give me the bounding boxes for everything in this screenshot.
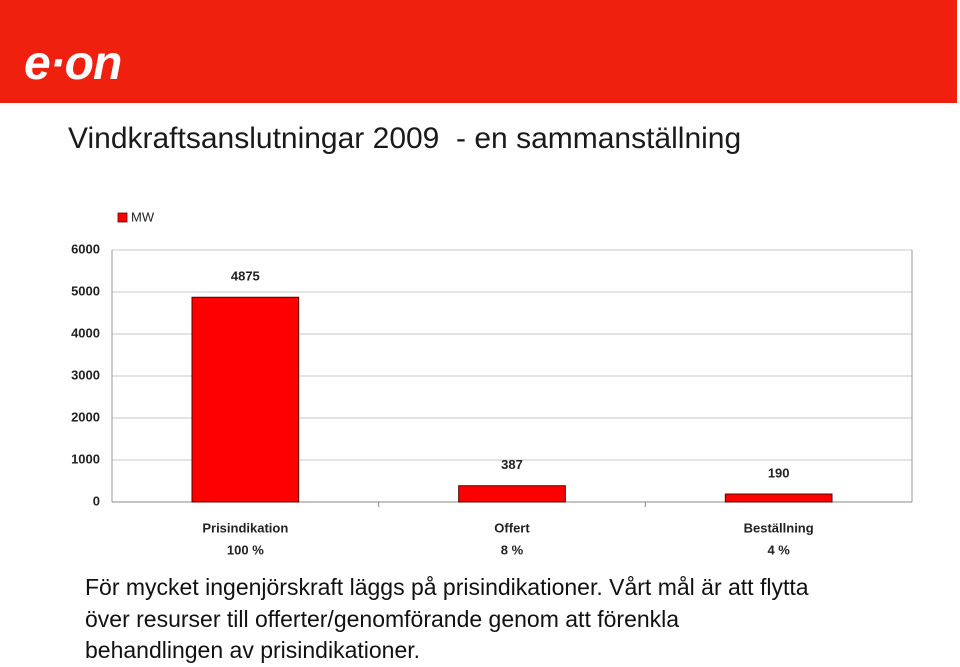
logo: e·on xyxy=(24,37,122,90)
y-tick-label: 0 xyxy=(93,493,100,508)
legend-swatch xyxy=(117,212,128,223)
bar xyxy=(724,493,833,503)
body-line: För mycket ingenjörskraft läggs på prisi… xyxy=(85,574,809,600)
x-tick-note: 8 % xyxy=(501,542,524,557)
x-tick-label: Prisindikation xyxy=(202,520,288,535)
y-tick-label: 1000 xyxy=(71,451,100,466)
y-tick-label: 5000 xyxy=(71,283,100,298)
y-tick-label: 3000 xyxy=(71,367,100,382)
header-band: e·on xyxy=(0,0,957,103)
value-label: 190 xyxy=(768,465,790,480)
y-tick-label: 6000 xyxy=(71,241,100,256)
body-line: behandlingen av prisindikationer. xyxy=(85,637,421,663)
x-tick-label: Beställning xyxy=(744,520,814,535)
value-label: 387 xyxy=(501,457,523,472)
bar xyxy=(191,296,300,503)
bar xyxy=(458,485,566,503)
value-label: 4875 xyxy=(231,269,260,284)
x-tick-label: Offert xyxy=(494,520,530,535)
body-line: över resurser till offerter/genomförande… xyxy=(85,605,680,632)
y-tick-label: 4000 xyxy=(71,325,100,340)
slide-title: Vindkraftsanslutningar 2009 - en sammans… xyxy=(68,122,742,155)
chart: MW 0 1000 2000 3000 4000 5000 6000 Prisindikatio… xyxy=(71,209,913,557)
y-tick-label: 2000 xyxy=(71,409,100,424)
body-text: För mycket ingenjörskraft läggs på prisi… xyxy=(85,572,809,667)
x-tick-note: 100 % xyxy=(227,542,264,557)
x-tick-note: 4 % xyxy=(767,542,790,557)
legend-label: MW xyxy=(131,209,155,224)
